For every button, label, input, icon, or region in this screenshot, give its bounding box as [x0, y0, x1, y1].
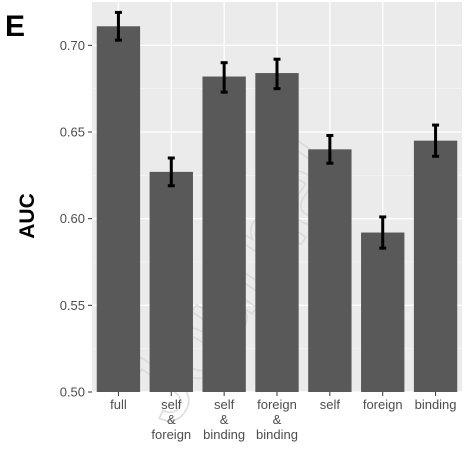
y-tick-label: 0.50 — [60, 385, 85, 400]
x-tick-label: self & binding — [203, 397, 245, 442]
x-tick-label-line: self — [214, 397, 235, 412]
x-tick-label-line: self — [161, 397, 182, 412]
bar — [255, 73, 299, 393]
y-tick-label: 0.55 — [60, 298, 85, 313]
x-tick-label-line: binding — [415, 397, 457, 412]
bar — [413, 140, 458, 392]
x-tick-label: self — [320, 397, 341, 412]
x-tick-label-line: & — [273, 412, 282, 427]
x-tick-label-line: foreign — [363, 397, 403, 412]
bar — [202, 76, 246, 393]
x-tick-label-line: & — [167, 412, 176, 427]
x-tick-label-line: binding — [203, 427, 245, 442]
panel-letter: E — [5, 10, 25, 43]
x-tick-label: full — [110, 397, 127, 412]
x-tick-label-line: binding — [256, 427, 298, 442]
y-tick-label: 0.70 — [60, 38, 85, 53]
x-tick-label-line: full — [110, 397, 127, 412]
bar — [308, 149, 352, 392]
x-tick-label-line: self — [320, 397, 341, 412]
y-axis-label: AUC — [16, 193, 39, 239]
x-tick-label-line: foreign — [151, 427, 191, 442]
y-tick-label: 0.60 — [60, 211, 85, 226]
x-tick-label-line: & — [220, 412, 229, 427]
x-tick-label-line: foreign — [257, 397, 297, 412]
x-tick-label: foreign & binding — [256, 397, 298, 442]
x-tick-label: binding — [415, 397, 457, 412]
plot-area: Journal0.500.550.600.650.70fullself&fore… — [60, 2, 462, 442]
bar — [361, 232, 405, 392]
y-tick-label: 0.65 — [60, 125, 85, 140]
bar — [149, 171, 193, 392]
x-tick-label: self & foreign — [151, 397, 191, 442]
bar — [96, 26, 141, 393]
x-tick-label: foreign — [363, 397, 403, 412]
